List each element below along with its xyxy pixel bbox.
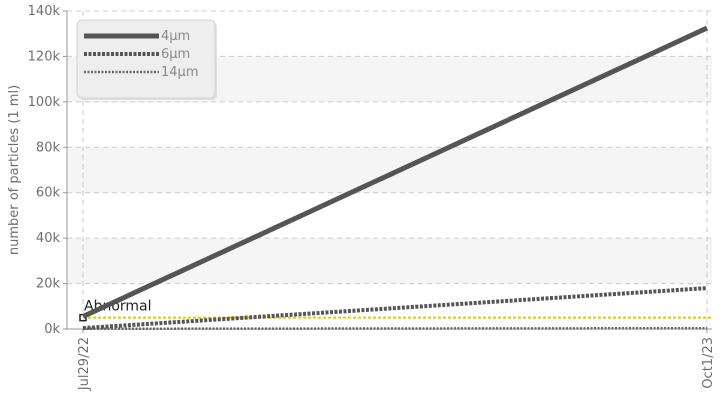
y-tick-label: 120k — [28, 49, 61, 64]
legend-box — [76, 19, 216, 99]
series-lines — [81, 25, 709, 331]
background-band — [67, 147, 712, 193]
y-tick-label: 80k — [36, 140, 61, 155]
legend-label: 4μm — [161, 29, 190, 44]
threshold-line-group: Abnormal — [79, 299, 712, 322]
legend-label: 6μm — [161, 47, 190, 62]
series-line — [82, 326, 708, 331]
y-tick-label: 100k — [28, 95, 61, 110]
grid-lines — [67, 10, 712, 329]
y-axis-title: number of particles (1 ml) — [7, 85, 22, 255]
y-tick-label: 60k — [36, 186, 61, 201]
series-line — [81, 25, 709, 319]
y-tick-label: 40k — [36, 231, 61, 246]
y-axis: 0k 20k 40k 60k 80k 100k 120k 140k — [28, 4, 68, 337]
legend-label: 14μm — [161, 65, 198, 80]
legend: 4μm 6μm 14μm — [76, 19, 217, 100]
y-tick-label: 0k — [44, 322, 60, 337]
y-tick-label: 20k — [36, 277, 61, 292]
y-tick-label: 140k — [28, 4, 61, 19]
x-tick-label: Jul29/22 — [77, 337, 92, 391]
x-tick-label: Oct1/23 — [701, 337, 716, 389]
series-line — [82, 286, 708, 331]
x-axis: Jul29/22 Oct1/23 — [67, 328, 716, 391]
